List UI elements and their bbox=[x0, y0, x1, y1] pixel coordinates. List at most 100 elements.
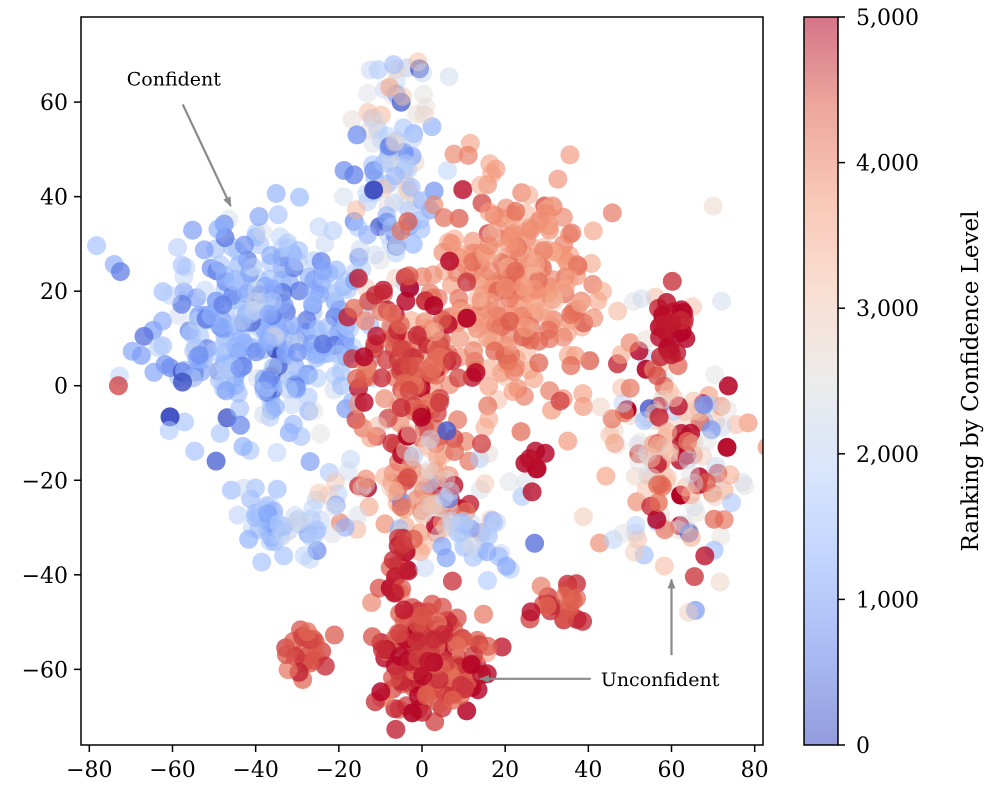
colorbar-tick-label: 5,000 bbox=[856, 6, 919, 31]
scatter-point bbox=[511, 422, 531, 442]
scatter-point bbox=[434, 208, 454, 228]
scatter-point bbox=[485, 341, 505, 361]
scatter-point bbox=[315, 656, 335, 676]
scatter-point bbox=[651, 347, 670, 367]
scatter-point bbox=[390, 624, 410, 644]
annotation-label: Unconfident bbox=[601, 669, 720, 691]
scatter-point bbox=[720, 465, 740, 485]
scatter-point bbox=[344, 298, 364, 318]
scatter-point bbox=[496, 556, 516, 576]
scatter-point bbox=[359, 497, 379, 517]
scatter-point bbox=[439, 67, 459, 87]
scatter-point bbox=[338, 461, 358, 481]
colorbar-tick-label: 4,000 bbox=[856, 152, 919, 177]
scatter-point bbox=[623, 292, 643, 311]
scatter-point bbox=[414, 105, 434, 124]
scatter-point bbox=[573, 507, 593, 527]
scatter-point bbox=[466, 363, 486, 383]
scatter-point bbox=[335, 517, 355, 537]
scatter-point bbox=[259, 304, 279, 324]
scatter-point bbox=[344, 165, 364, 185]
scatter-point bbox=[408, 52, 428, 72]
scatter-point bbox=[371, 105, 391, 125]
colorbar-label: Ranking by Confidence Level bbox=[958, 211, 984, 552]
scatter-point bbox=[332, 376, 351, 396]
scatter-point bbox=[294, 546, 314, 566]
scatter-point bbox=[424, 629, 444, 649]
scatter-point bbox=[432, 536, 452, 556]
scatter-point bbox=[454, 533, 474, 553]
scatter-point bbox=[525, 533, 545, 553]
scatter-point bbox=[712, 291, 732, 311]
scatter-point bbox=[244, 300, 264, 320]
x-axis: −80 −60 −40 −20 0 20 40 60 80 bbox=[66, 745, 769, 783]
scatter-point bbox=[531, 576, 551, 596]
scatter-point bbox=[457, 701, 477, 721]
y-axis: −60 −40 −20 0 20 40 60 bbox=[22, 91, 81, 683]
scatter-point bbox=[652, 390, 672, 410]
scatter-point bbox=[660, 442, 680, 462]
scatter-point bbox=[726, 415, 746, 434]
scatter-point bbox=[172, 255, 192, 275]
scatter-point bbox=[706, 456, 726, 476]
annotation-label: Confident bbox=[127, 68, 222, 90]
scatter-point bbox=[269, 514, 289, 534]
scatter-point bbox=[324, 497, 344, 517]
colorbar: 0 1,000 2,000 3,000 4,000 5,000 Ranking by Co… bbox=[803, 6, 984, 759]
scatter-point bbox=[680, 463, 700, 483]
scatter-point bbox=[500, 311, 520, 331]
scatter-point bbox=[362, 627, 382, 647]
scatter-point bbox=[657, 293, 677, 312]
scatter-point bbox=[479, 376, 499, 396]
scatter-point bbox=[243, 257, 263, 277]
scatter-point bbox=[358, 225, 377, 245]
scatter-point bbox=[613, 523, 633, 543]
scatter-point bbox=[647, 510, 667, 529]
scatter-point bbox=[421, 364, 441, 383]
scatter-point bbox=[470, 449, 490, 469]
scatter-point bbox=[503, 382, 523, 401]
scatter-point bbox=[432, 597, 452, 617]
scatter-point bbox=[386, 131, 406, 151]
scatter-point bbox=[401, 177, 421, 197]
scatter-point bbox=[233, 437, 253, 456]
scatter-point bbox=[391, 339, 411, 359]
scatter-point bbox=[558, 431, 578, 451]
scatter-point bbox=[567, 255, 587, 275]
scatter-point bbox=[504, 361, 524, 381]
scatter-point bbox=[364, 180, 384, 200]
scatter-point bbox=[279, 379, 299, 399]
scatter-point bbox=[418, 652, 438, 671]
scatter-point bbox=[391, 497, 411, 517]
scatter-point bbox=[562, 223, 582, 243]
scatter-point bbox=[478, 521, 498, 541]
scatter-point bbox=[608, 301, 628, 321]
scatter-point bbox=[216, 381, 236, 401]
scatter-point bbox=[474, 604, 493, 624]
x-tick-label: 60 bbox=[658, 758, 686, 783]
scatter-point bbox=[372, 368, 392, 388]
scatter-point bbox=[342, 110, 362, 129]
scatter-point bbox=[267, 479, 287, 499]
scatter-point bbox=[526, 254, 546, 274]
y-tick-label: −60 bbox=[22, 658, 68, 683]
scatter-point bbox=[168, 238, 187, 257]
scatter-point bbox=[417, 438, 437, 458]
scatter-point bbox=[453, 180, 473, 200]
scatter-point bbox=[442, 351, 462, 371]
scatter-point bbox=[495, 278, 515, 298]
scatter-point bbox=[478, 396, 498, 416]
scatter-point bbox=[693, 446, 713, 466]
scatter-point bbox=[718, 376, 738, 396]
scatter-point bbox=[697, 431, 717, 451]
scatter-point bbox=[289, 281, 309, 301]
scatter-point bbox=[399, 266, 419, 286]
scatter-point bbox=[355, 311, 375, 331]
scatter-point bbox=[662, 313, 682, 333]
scatter-point bbox=[583, 221, 603, 241]
scatter-point bbox=[722, 493, 742, 513]
scatter-point bbox=[258, 332, 278, 352]
scatter-point bbox=[626, 466, 645, 486]
scatter-point bbox=[757, 438, 763, 456]
scatter-point bbox=[416, 97, 436, 117]
